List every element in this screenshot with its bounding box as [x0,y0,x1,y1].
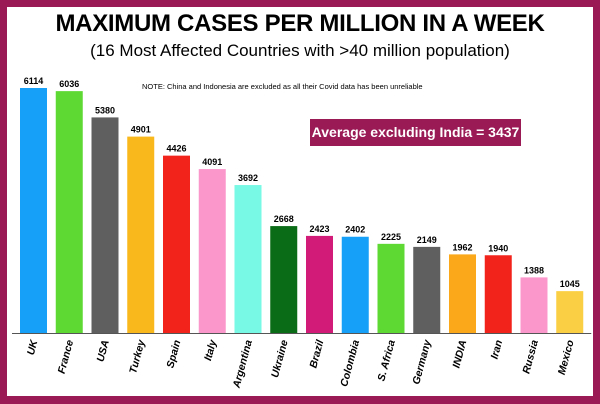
value-label: 2423 [309,224,329,234]
chart-title: MAXIMUM CASES PER MILLION IN A WEEK [55,10,545,37]
value-label: 1388 [524,265,544,275]
x-tick-label: Brazil [307,338,326,370]
value-label: 1045 [560,279,580,289]
value-label: 1940 [488,243,508,253]
bar-turkey [127,136,155,333]
x-tick-label: Argentina [230,339,255,391]
value-label: 5380 [95,105,115,115]
x-tick-label: Ukraine [269,339,291,379]
bar-mexico [556,291,584,333]
value-label: 6036 [59,79,79,89]
bar-germany [413,246,441,333]
value-label: 2402 [345,225,365,235]
average-annotation: Average excluding India = 3437 [310,119,521,146]
value-label: 2668 [274,214,294,224]
bar-brazil [306,235,333,333]
x-tick-label: USA [95,339,112,364]
bar-iran [484,255,512,333]
bar-s-africa [377,243,405,333]
bar-colombia [341,236,369,333]
x-tick-label: INDIA [450,339,469,370]
x-tick-label: Spain [164,339,183,370]
x-tick-label: Colombia [338,339,362,388]
x-tick-label: S. Africa [375,339,398,383]
chart-subtitle: (16 Most Affected Countries with >40 mil… [90,41,510,60]
value-label: 3692 [238,173,258,183]
bar-ukraine [270,226,298,333]
value-label: 6114 [24,76,44,86]
value-label: 4901 [131,125,151,135]
x-tick-label: Germany [410,338,434,386]
bar-russia [520,277,548,333]
bar-france [55,91,83,333]
bar-uk [20,88,47,333]
value-label: 2225 [381,232,401,242]
bar-usa [91,117,119,333]
value-label: 4426 [166,144,186,154]
x-tick-label: Turkey [127,338,148,375]
bar-argentina [234,185,262,333]
x-tick-label: Iran [489,339,506,361]
bar-italy [198,169,226,333]
x-tick-label: Mexico [556,338,577,376]
value-label: 2149 [417,235,437,245]
chart-note: NOTE: China and Indonesia are excluded a… [142,82,423,91]
bar-spain [163,155,190,333]
x-tick-label: France [56,339,77,376]
x-tick-label: Italy [202,338,219,363]
x-tick-label: UK [25,337,41,356]
bar-india [449,254,476,333]
value-label: 1962 [452,242,472,252]
value-label: 4091 [202,157,222,167]
x-tick-label: Russia [520,339,541,376]
